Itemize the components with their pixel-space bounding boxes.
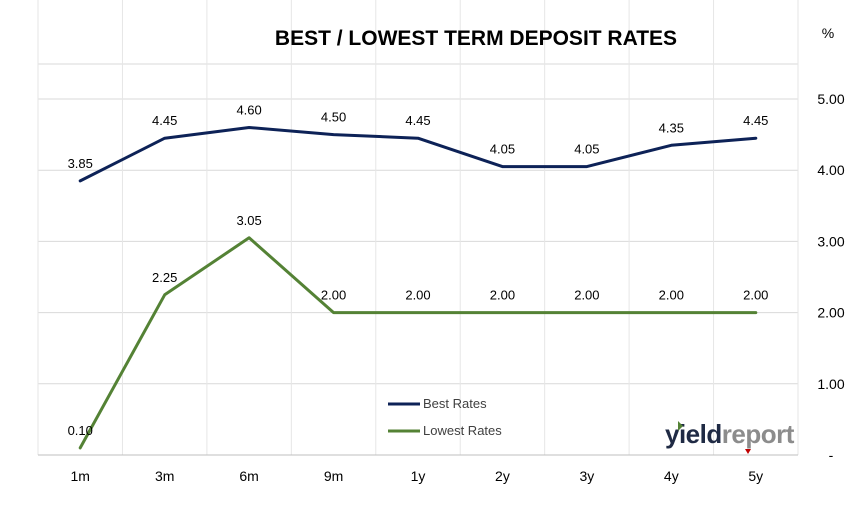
y-tick-label: 3.00: [817, 233, 844, 249]
logo-report: report: [722, 419, 795, 449]
data-label: 3.85: [68, 156, 93, 171]
data-label: 4.05: [574, 142, 599, 157]
logo-yield: yield: [665, 419, 722, 449]
x-tick-label: 2y: [495, 468, 510, 484]
x-tick-label: 9m: [324, 468, 343, 484]
x-tick-label: 1y: [411, 468, 426, 484]
data-label: 2.00: [574, 288, 599, 303]
y-tick-label: 4.00: [817, 162, 844, 178]
y-tick-label: -: [829, 447, 834, 463]
data-label: 0.10: [68, 423, 93, 438]
axis-layer: 1m 3m 6m 9m 1y 2y 3y 4y 5y - 1.00 2.00 3.00 4.00 5.00: [38, 91, 845, 484]
series-line-best-rates: [78, 126, 758, 183]
data-label: 2.25: [152, 270, 177, 285]
series-layer: [78, 126, 758, 450]
legend: Best Rates Lowest Rates: [388, 396, 502, 438]
data-label: 4.45: [152, 113, 177, 128]
data-label: 2.00: [321, 288, 346, 303]
x-tick-label: 3y: [579, 468, 594, 484]
series-line-lowest-rates: [78, 236, 758, 450]
data-label: 4.50: [321, 110, 346, 125]
x-tick-label: 5y: [748, 468, 763, 484]
data-label: 2.00: [743, 288, 768, 303]
yieldreport-logo: yieldreport: [665, 419, 795, 454]
grid-layer: [37, 0, 799, 455]
logo-leaf-icon: [678, 421, 683, 431]
x-tick-label: 6m: [239, 468, 258, 484]
data-label: 4.45: [405, 113, 430, 128]
data-label: 3.05: [236, 213, 261, 228]
label-layer: 3.85 4.45 4.60 4.50 4.45 4.05 4.05 4.35 4.45 0.10…: [68, 102, 769, 437]
y-unit-label: %: [822, 25, 834, 41]
x-tick-label: 3m: [155, 468, 174, 484]
legend-entry: Best Rates: [423, 396, 487, 411]
x-tick-label: 1m: [70, 468, 89, 484]
data-label: 4.60: [236, 102, 261, 117]
chart-title: BEST / LOWEST TERM DEPOSIT RATES: [275, 27, 677, 50]
x-tick-label: 4y: [664, 468, 679, 484]
y-tick-label: 5.00: [817, 91, 844, 107]
logo-marker-icon: [745, 449, 751, 454]
data-label: 4.05: [490, 142, 515, 157]
data-label: 4.45: [743, 113, 768, 128]
data-label: 4.35: [659, 120, 684, 135]
y-tick-label: 1.00: [817, 376, 844, 392]
data-label: 2.00: [659, 288, 684, 303]
logo-text: yieldreport: [665, 419, 795, 449]
legend-entry: Lowest Rates: [423, 423, 502, 438]
data-label: 2.00: [405, 288, 430, 303]
y-tick-label: 2.00: [817, 305, 844, 321]
data-label: 2.00: [490, 288, 515, 303]
